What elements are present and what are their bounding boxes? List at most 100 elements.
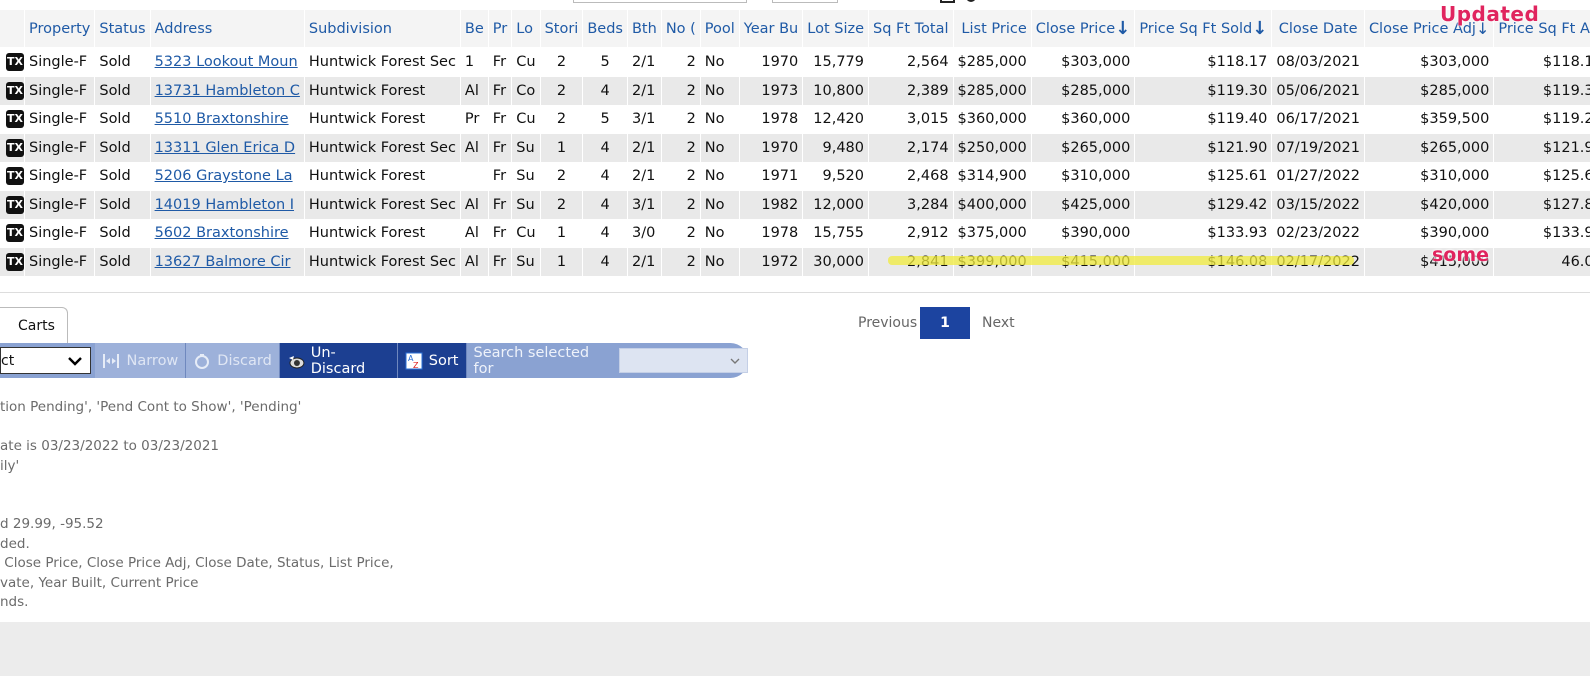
col-header-stories[interactable]: Stori	[540, 10, 584, 48]
state-badge: TX	[6, 138, 24, 157]
address-link[interactable]: 13627 Balmore Cir	[154, 253, 291, 270]
col-header-address[interactable]: Address	[150, 10, 305, 48]
col-header-status[interactable]: Status	[95, 10, 151, 48]
table-row[interactable]: TX Single-F Sold 5510 Braxtonshire Huntwick …	[0, 105, 1590, 134]
state-cell: TX	[0, 48, 25, 77]
price-sqft-adj-cell: $125.61	[1494, 162, 1590, 191]
top-input-partial[interactable]	[573, 0, 747, 3]
col-header-sqft-total[interactable]: Sq Ft Total	[869, 10, 954, 48]
pr-cell: Fr	[488, 247, 513, 276]
beds-cell: 4	[583, 190, 628, 219]
col-header-close-date[interactable]: Close Date	[1272, 10, 1365, 48]
search-selected-dropdown[interactable]	[618, 348, 748, 373]
price-sqft-adj-cell: $121.90	[1494, 133, 1590, 162]
pr-cell: Fr	[488, 219, 513, 248]
state-badge: TX	[6, 195, 24, 214]
property-type-cell: Single-F	[25, 219, 96, 248]
table-header: Property Status Address Subdivision Be P…	[0, 10, 1590, 48]
col-header-property[interactable]: Property	[25, 10, 96, 48]
col-header-list-price[interactable]: List Price	[953, 10, 1032, 48]
sqft-total-cell: 2,174	[869, 133, 954, 162]
lot-size-cell: 10,800	[803, 76, 870, 105]
discard-button[interactable]: Discard	[186, 343, 280, 378]
col-header-price-sqft-adj[interactable]: Price Sq Ft Adj	[1494, 10, 1590, 48]
address-link[interactable]: 5206 Graystone La	[154, 168, 293, 185]
select-dropdown[interactable]: ct	[0, 347, 92, 374]
narrow-button[interactable]: Narrow	[95, 343, 187, 378]
table-row[interactable]: TX Single-F Sold 13311 Glen Erica D Huntwick…	[0, 133, 1590, 162]
address-link: 13627 Balmore Cir	[150, 247, 305, 276]
be-cell: 1	[460, 48, 489, 77]
col-header-subdivision[interactable]: Subdivision	[304, 10, 461, 48]
col-header-close-price-adj[interactable]: Close Price Adj↓	[1364, 10, 1495, 48]
stories-cell: 2	[540, 105, 584, 134]
close-date-cell: 08/03/2021	[1272, 48, 1365, 77]
bth-cell: 3/1	[627, 105, 662, 134]
divider	[0, 292, 1590, 293]
status-cell: Sold	[95, 162, 151, 191]
previous-link[interactable]: Previous	[858, 315, 918, 331]
status-cell: Sold	[95, 133, 151, 162]
col-header-price-sqft-sold[interactable]: Price Sq Ft Sold↓	[1135, 10, 1273, 48]
table-row[interactable]: TX Single-F Sold 5323 Lookout Moun Huntwick …	[0, 48, 1590, 77]
col-header-pool[interactable]: Pool	[700, 10, 740, 48]
price-sqft-adj-cell: $127.89	[1494, 190, 1590, 219]
subdivision-cell: Huntwick Forest Sec	[304, 133, 461, 162]
address-link[interactable]: 5602 Braxtonshire	[154, 225, 289, 242]
col-header-pr[interactable]: Pr	[488, 10, 513, 48]
close-date-cell: 05/06/2021	[1272, 76, 1365, 105]
col-header-year-built[interactable]: Year Bu	[739, 10, 804, 48]
next-link[interactable]: Next	[982, 315, 1015, 331]
col-header-state[interactable]	[0, 10, 25, 48]
col-header-no[interactable]: No (	[661, 10, 701, 48]
close-price-cell: $265,000	[1031, 133, 1136, 162]
table-row[interactable]: TX Single-F Sold 14019 Hambleton I Huntwick …	[0, 190, 1590, 219]
year-built-cell: 1978	[739, 219, 804, 248]
table-row[interactable]: TX Single-F Sold 5206 Graystone La Huntwick …	[0, 162, 1590, 191]
lot-size-cell: 9,520	[803, 162, 870, 191]
address-link[interactable]: 13731 Hambleton C	[154, 82, 300, 99]
page-1-button[interactable]: 1	[920, 307, 970, 339]
pool-cell: No	[700, 76, 740, 105]
col-header-bth[interactable]: Bth	[627, 10, 662, 48]
pr-cell: Fr	[488, 162, 513, 191]
stories-cell: 2	[540, 190, 584, 219]
subdivision-cell: Huntwick Forest	[304, 76, 461, 105]
undiscard-icon	[288, 355, 305, 368]
address-link[interactable]: 14019 Hambleton I	[154, 196, 295, 213]
property-type-cell: Single-F	[25, 162, 96, 191]
col-header-lot-size[interactable]: Lot Size	[803, 10, 870, 48]
search-selected-label: Search selected for	[473, 344, 590, 377]
criteria-line: ate is 03/23/2022 to 03/23/2021	[0, 438, 219, 454]
state-badge: TX	[6, 110, 24, 129]
lot-size-cell: 30,000	[803, 247, 870, 276]
table-row[interactable]: TX Single-F Sold 13731 Hambleton C Huntwick …	[0, 76, 1590, 105]
col-header-close-price[interactable]: Close Price↓	[1031, 10, 1136, 48]
sqft-total-cell: 2,468	[869, 162, 954, 191]
top-strip	[0, 0, 1590, 10]
address-link[interactable]: 5510 Braxtonshire	[154, 111, 289, 128]
tab-carts[interactable]: Carts	[0, 307, 68, 343]
no-cell: 2	[661, 133, 701, 162]
price-sqft-adj-cell: $119.30	[1494, 76, 1590, 105]
criteria-line	[0, 476, 394, 496]
no-cell: 2	[661, 162, 701, 191]
svg-text:Z: Z	[413, 361, 419, 370]
col-header-lo[interactable]: Lo	[512, 10, 541, 48]
state-cell: TX	[0, 162, 25, 191]
state-cell: TX	[0, 105, 25, 134]
table-row[interactable]: TX Single-F Sold 5602 Braxtonshire Huntwick …	[0, 219, 1590, 248]
be-cell: Al	[460, 133, 489, 162]
col-header-beds[interactable]: Beds	[583, 10, 628, 48]
no-cell: 2	[661, 247, 701, 276]
pr-cell: Fr	[488, 76, 513, 105]
undiscard-button[interactable]: Un-Discard	[279, 343, 398, 378]
address-link[interactable]: 13311 Glen Erica D	[154, 139, 296, 156]
checkbox-icon[interactable]	[940, 0, 955, 3]
lo-cell: Su	[512, 247, 541, 276]
top-select-partial[interactable]	[772, 0, 838, 3]
col-header-be[interactable]: Be	[460, 10, 489, 48]
list-price-cell: $375,000	[953, 219, 1032, 248]
address-link[interactable]: 5323 Lookout Moun	[154, 54, 298, 71]
